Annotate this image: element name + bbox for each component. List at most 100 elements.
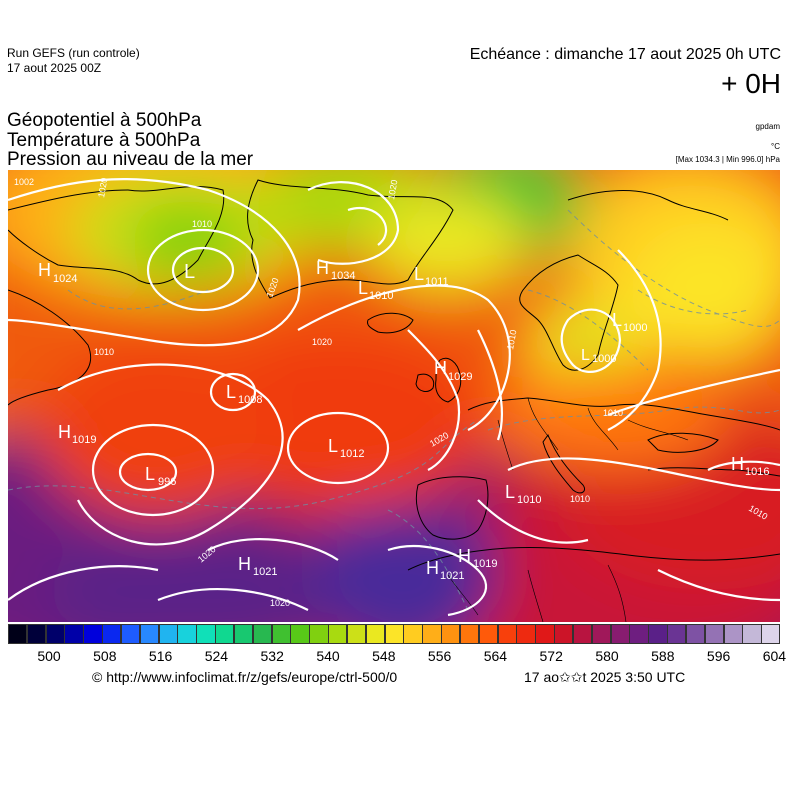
pc-5-value: 1000 <box>623 322 647 334</box>
color-swatch <box>384 624 404 644</box>
color-swatch <box>761 624 781 644</box>
echeance-label: Echéance : dimanche 17 aout 2025 0h UTC <box>469 46 781 63</box>
pc-15-type: H <box>426 558 439 578</box>
color-swatch <box>572 624 593 644</box>
run-title: Run GEFS (run controle) <box>7 46 140 60</box>
pc-2-value: 1034 <box>331 270 355 282</box>
color-swatch <box>441 624 461 644</box>
title-pressure: Pression au niveau de la mer <box>7 149 254 170</box>
color-swatch <box>215 624 235 644</box>
color-swatch <box>704 624 724 644</box>
pc-13-type: L <box>505 482 515 502</box>
color-swatch <box>233 624 254 644</box>
color-swatch <box>26 624 47 644</box>
color-swatch <box>365 624 386 644</box>
isobar-label: 1010 <box>505 329 518 350</box>
color-swatch <box>64 624 84 644</box>
color-swatch <box>629 624 649 644</box>
color-scale-label: 604 <box>762 648 787 664</box>
pc-0-type: H <box>38 260 51 280</box>
color-swatch <box>610 624 630 644</box>
isobar-label: 1020 <box>386 179 399 200</box>
isobar-label: 1002 <box>14 177 34 187</box>
pc-3-type: L <box>414 264 424 284</box>
color-swatch <box>554 624 574 644</box>
pc-14-value: 1019 <box>473 558 497 570</box>
color-swatch <box>8 624 28 644</box>
pc-10-value: 1012 <box>340 448 364 460</box>
color-field <box>8 170 780 622</box>
pc-7-type: L <box>226 382 236 402</box>
color-swatch <box>328 624 348 644</box>
color-scale-label: 508 <box>93 648 117 664</box>
color-swatch <box>667 624 687 644</box>
color-scale-label: 516 <box>148 648 173 664</box>
color-swatch <box>45 624 65 644</box>
color-swatch <box>271 624 291 644</box>
pc-12-type: H <box>731 454 744 474</box>
color-swatch <box>158 624 178 644</box>
pc-5-type: L <box>612 310 622 330</box>
color-scale <box>8 624 781 646</box>
title-geopotential: Géopotentiel à 500hPa <box>7 110 202 131</box>
color-scale-label: 580 <box>595 648 619 664</box>
coastlines <box>8 179 780 622</box>
isobar-label: 1010 <box>192 219 212 229</box>
color-scale-label: 548 <box>372 648 396 664</box>
pc-16-type: H <box>238 554 251 574</box>
color-scale-label: 532 <box>260 648 284 664</box>
color-swatch <box>309 624 329 644</box>
unit-celsius: °C <box>771 142 780 151</box>
color-scale-label: 500 <box>37 648 61 664</box>
color-scale-label: 596 <box>706 648 731 664</box>
color-swatch <box>120 624 141 644</box>
color-swatch <box>648 624 668 644</box>
color-swatch <box>346 624 367 644</box>
pc-8-value: 1029 <box>448 371 472 383</box>
pc-7-value: 1008 <box>238 394 262 406</box>
color-swatch <box>685 624 706 644</box>
color-swatch <box>403 624 423 644</box>
color-swatch <box>516 624 536 644</box>
color-scale-label: 572 <box>539 648 563 664</box>
color-swatch <box>290 624 310 644</box>
color-swatch <box>422 624 442 644</box>
pc-1-type: L <box>184 261 195 283</box>
color-scale-label: 556 <box>427 648 452 664</box>
color-swatch <box>742 624 762 644</box>
pc-10-type: L <box>328 436 338 456</box>
isobars <box>8 178 780 617</box>
color-swatch <box>497 624 517 644</box>
color-swatch <box>591 624 612 644</box>
color-swatch <box>723 624 743 644</box>
pc-13-value: 1010 <box>517 494 541 506</box>
color-swatch <box>102 624 122 644</box>
pc-12-value: 1016 <box>745 466 769 478</box>
color-scale-label: 524 <box>204 648 229 664</box>
pc-9-value: 1019 <box>72 434 96 446</box>
isobar-label: 1010 <box>570 494 590 504</box>
isobar-label: 1020 <box>270 598 290 608</box>
color-swatch <box>83 624 103 644</box>
run-date: 17 aout 2025 00Z <box>7 61 102 75</box>
isobar-label: 1010 <box>603 408 623 418</box>
pc-9-type: H <box>58 422 71 442</box>
color-swatch <box>459 624 480 644</box>
color-swatch <box>252 624 273 644</box>
isobar-label: 1020 <box>312 337 332 347</box>
pc-14-type: H <box>458 546 471 566</box>
pc-11-value: 996 <box>158 476 176 488</box>
pc-4-value: 1010 <box>369 290 393 302</box>
pc-6-value: 1000 <box>592 353 616 365</box>
offset-label: + 0H <box>721 68 781 99</box>
color-scale-label: 588 <box>651 648 675 664</box>
pc-0-value: 1024 <box>53 273 77 285</box>
isotherms <box>8 209 780 611</box>
color-scale-label: 564 <box>483 648 508 664</box>
pc-6-type: L <box>581 347 590 364</box>
minmax-label: [Max 1034.3 | Min 996.0] hPa <box>675 155 780 164</box>
title-temperature: Température à 500hPa <box>7 130 201 151</box>
color-swatch <box>478 624 499 644</box>
